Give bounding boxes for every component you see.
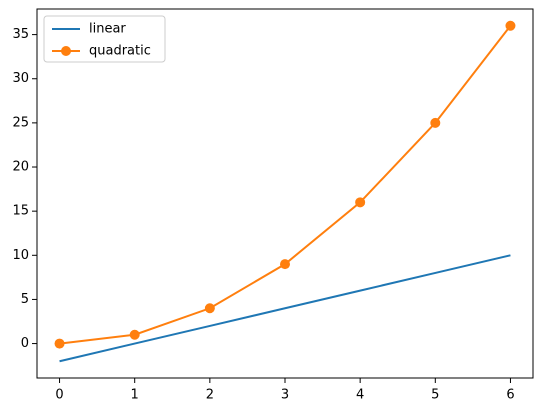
series-marker (204, 303, 215, 314)
x-tick-label: 4 (356, 388, 364, 403)
y-tick-label: 0 (21, 336, 29, 351)
legend-label: quadratic (89, 44, 151, 59)
x-tick-label: 0 (55, 388, 63, 403)
y-tick-label: 15 (12, 204, 29, 219)
x-tick-label: 5 (431, 388, 439, 403)
y-tick-label: 20 (12, 160, 29, 175)
x-tick-label: 2 (206, 388, 214, 403)
y-tick-label: 25 (12, 115, 29, 130)
y-tick-label: 35 (12, 27, 29, 42)
series-marker (505, 20, 516, 31)
y-tick-label: 5 (21, 292, 29, 307)
legend-label: linear (89, 22, 126, 37)
axes-frame (36, 8, 534, 379)
series-marker (54, 338, 65, 349)
legend: linear quadratic (43, 15, 166, 63)
y-tick-label: 30 (12, 71, 29, 86)
series-line (59, 254, 511, 363)
y-tick-label: 10 (12, 248, 29, 263)
series-marker (129, 329, 140, 340)
x-tick-label: 1 (131, 388, 139, 403)
x-tick-label: 6 (506, 388, 514, 403)
series-marker (280, 259, 290, 270)
series-marker (430, 117, 441, 128)
x-tick-label: 3 (281, 388, 289, 403)
series-marker (355, 197, 366, 208)
legend-marker (61, 46, 71, 56)
